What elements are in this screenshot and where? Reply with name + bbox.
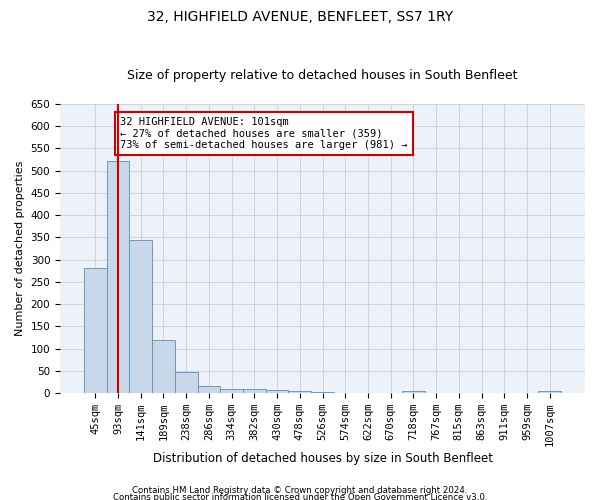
Bar <box>243 390 266 393</box>
Text: Contains public sector information licensed under the Open Government Licence v3: Contains public sector information licen… <box>113 494 487 500</box>
Bar <box>402 390 425 393</box>
Bar <box>311 392 334 393</box>
Bar <box>130 240 152 393</box>
Bar <box>107 161 130 393</box>
Text: 32, HIGHFIELD AVENUE, BENFLEET, SS7 1RY: 32, HIGHFIELD AVENUE, BENFLEET, SS7 1RY <box>147 10 453 24</box>
Y-axis label: Number of detached properties: Number of detached properties <box>15 161 25 336</box>
Bar <box>197 386 220 393</box>
X-axis label: Distribution of detached houses by size in South Benfleet: Distribution of detached houses by size … <box>152 452 493 465</box>
Bar <box>538 390 561 393</box>
Bar <box>84 268 107 393</box>
Title: Size of property relative to detached houses in South Benfleet: Size of property relative to detached ho… <box>127 69 518 82</box>
Bar <box>152 340 175 393</box>
Bar <box>266 390 289 393</box>
Text: Contains HM Land Registry data © Crown copyright and database right 2024.: Contains HM Land Registry data © Crown c… <box>132 486 468 495</box>
Bar <box>220 388 243 393</box>
Bar <box>289 390 311 393</box>
Text: 32 HIGHFIELD AVENUE: 101sqm
← 27% of detached houses are smaller (359)
73% of se: 32 HIGHFIELD AVENUE: 101sqm ← 27% of det… <box>121 117 408 150</box>
Bar <box>175 372 197 393</box>
